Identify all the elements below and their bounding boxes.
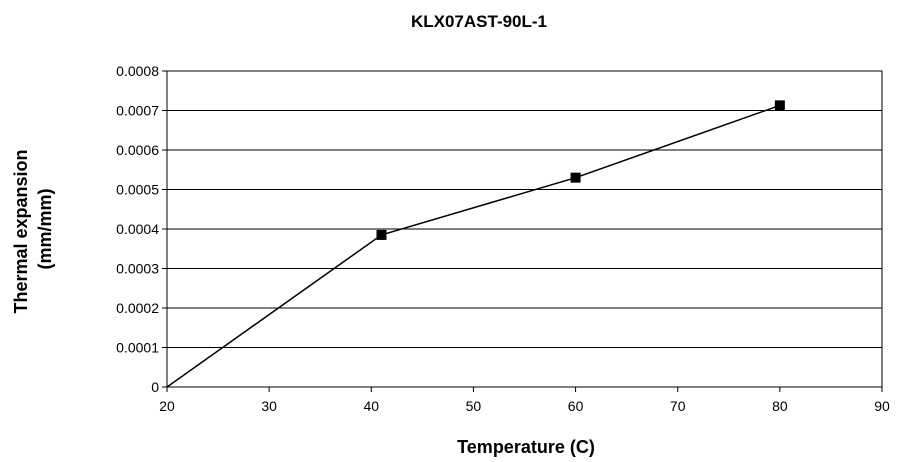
x-tick-label: 30: [261, 398, 277, 414]
y-axis-title-line-2: (mm/mm): [35, 188, 55, 269]
y-tick-label: 0: [151, 379, 159, 395]
series-line: [166, 104, 781, 388]
y-tick-label: 0.0004: [116, 221, 159, 237]
data-point: [774, 100, 785, 111]
y-axis-title: Thermal expansion (mm/mm): [11, 144, 55, 313]
x-tick-label: 70: [670, 398, 686, 414]
x-axis: 20 30 40 50 60 70 80 90: [159, 387, 890, 414]
data-point: [376, 229, 387, 240]
y-axis: 0 0.0001 0.0002 0.0003 0.0004 0.0005 0.0006 0.0…: [116, 63, 167, 395]
y-tick-label: 0.0001: [116, 340, 159, 356]
y-tick-label: 0.0002: [116, 300, 159, 316]
x-tick-label: 40: [363, 398, 379, 414]
y-tick-label: 0.0007: [116, 103, 159, 119]
gridlines: [167, 110, 882, 348]
x-tick-label: 90: [874, 398, 890, 414]
y-tick-label: 0.0008: [116, 63, 159, 79]
data-point: [570, 172, 581, 183]
y-tick-label: 0.0003: [116, 261, 159, 277]
x-tick-label: 50: [466, 398, 482, 414]
y-tick-label: 0.0005: [116, 182, 159, 198]
x-tick-label: 20: [159, 398, 175, 414]
x-tick-label: 80: [772, 398, 788, 414]
x-axis-title: Temperature (C): [457, 437, 595, 457]
y-axis-title-line-1: Thermal expansion: [11, 149, 31, 313]
series: [166, 100, 785, 388]
y-tick-label: 0.0006: [116, 142, 159, 158]
chart-title: KLX07AST-90L-1: [411, 12, 547, 31]
x-tick-label: 60: [568, 398, 584, 414]
